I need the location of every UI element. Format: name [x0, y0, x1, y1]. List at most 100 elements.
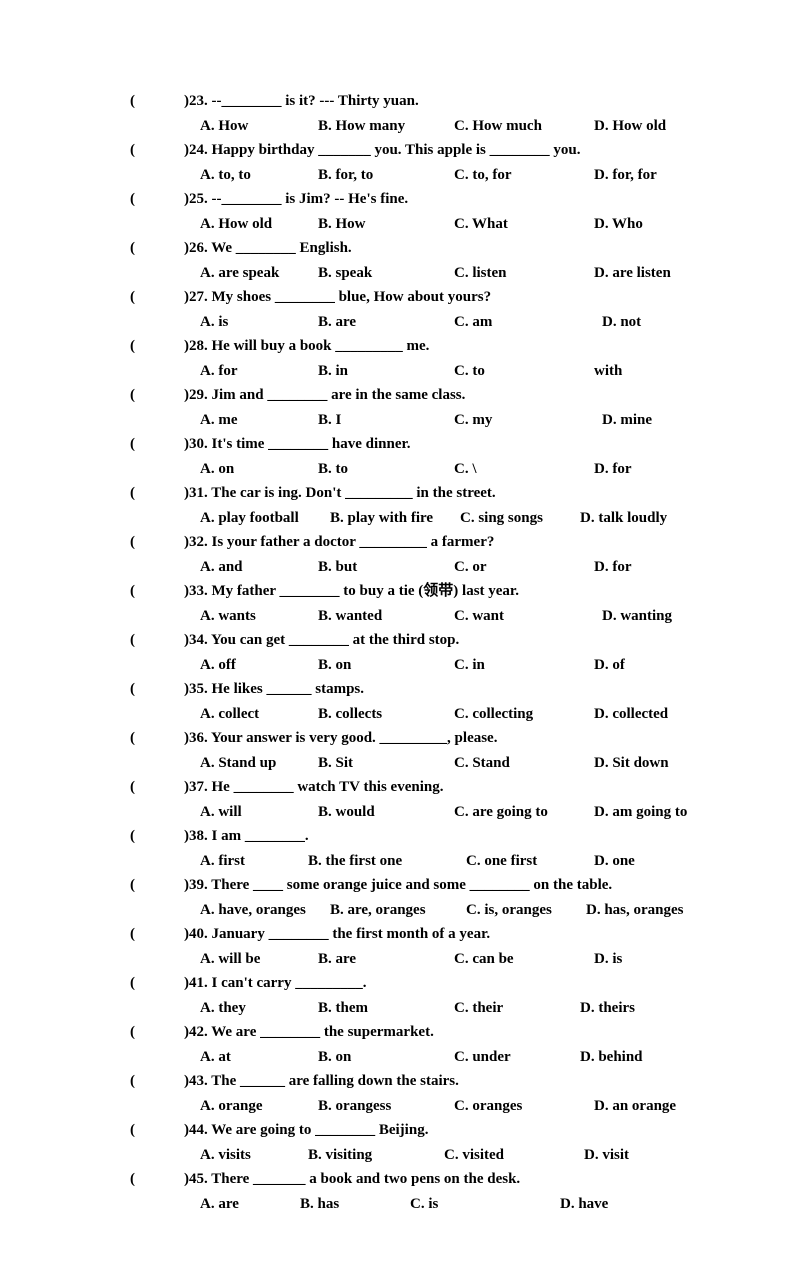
- question-row: ()41. I can't carry _________.: [130, 972, 690, 995]
- option: A. me: [200, 409, 318, 432]
- option: A. wants: [200, 605, 318, 628]
- options-row: A. atB. onC. underD. behind: [130, 1046, 690, 1069]
- question-text: )44. We are going to ________ Beijing.: [184, 1119, 690, 1142]
- question-row: ()45. There _______ a book and two pens …: [130, 1168, 690, 1191]
- option: C. oranges: [454, 1095, 594, 1118]
- option: C. \: [454, 458, 594, 481]
- options-row: A. will beB. areC. can beD. is: [130, 948, 690, 971]
- options-row: A. areB. hasC. isD. have: [130, 1193, 690, 1216]
- options-row: A. collectB. collectsC. collectingD. col…: [130, 703, 690, 726]
- option: D. for: [594, 458, 704, 481]
- option: D. visit: [584, 1144, 694, 1167]
- question-text: )26. We ________ English.: [184, 237, 690, 260]
- option: B. are: [318, 311, 454, 334]
- question-text: )39. There ____ some orange juice and so…: [184, 874, 690, 897]
- option: D. is: [594, 948, 704, 971]
- option: B. on: [318, 1046, 454, 1069]
- option: D. theirs: [580, 997, 690, 1020]
- option: B. play with fire: [330, 507, 460, 530]
- option: C. What: [454, 213, 594, 236]
- answer-paren: (: [130, 188, 184, 211]
- option: A. off: [200, 654, 318, 677]
- question-text: )42. We are ________ the supermarket.: [184, 1021, 690, 1044]
- question-text: )23. --________ is it? --- Thirty yuan.: [184, 90, 690, 113]
- option: A. orange: [200, 1095, 318, 1118]
- option: C. to, for: [454, 164, 594, 187]
- question-text: )45. There _______ a book and two pens o…: [184, 1168, 690, 1191]
- answer-paren: (: [130, 1119, 184, 1142]
- options-row: A. orangeB. orangessC. orangesD. an oran…: [130, 1095, 690, 1118]
- question-row: ()23. --________ is it? --- Thirty yuan.: [130, 90, 690, 113]
- option: A. have, oranges: [200, 899, 330, 922]
- option: D. not: [602, 311, 712, 334]
- question-row: ()25. --________ is Jim? -- He's fine.: [130, 188, 690, 211]
- question-text: )32. Is your father a doctor _________ a…: [184, 531, 690, 554]
- option: C. my: [454, 409, 602, 432]
- question-text: )35. He likes ______ stamps.: [184, 678, 690, 701]
- answer-paren: (: [130, 1070, 184, 1093]
- question-text: )25. --________ is Jim? -- He's fine.: [184, 188, 690, 211]
- option: C. one first: [466, 850, 594, 873]
- answer-paren: (: [130, 237, 184, 260]
- answer-paren: (: [130, 531, 184, 554]
- answer-paren: (: [130, 580, 184, 603]
- options-row: A. How oldB. HowC. WhatD. Who: [130, 213, 690, 236]
- answer-paren: (: [130, 825, 184, 848]
- question-row: ()30. It's time ________ have dinner.: [130, 433, 690, 456]
- option: C. is, oranges: [466, 899, 586, 922]
- option: A. How old: [200, 213, 318, 236]
- option: D. of: [594, 654, 704, 677]
- option: D. Who: [594, 213, 704, 236]
- question-text: )40. January ________ the first month of…: [184, 923, 690, 946]
- question-row: ()32. Is your father a doctor _________ …: [130, 531, 690, 554]
- question-text: )28. He will buy a book _________ me.: [184, 335, 690, 358]
- option: A. visits: [200, 1144, 308, 1167]
- option: B. the first one: [308, 850, 466, 873]
- answer-paren: (: [130, 1168, 184, 1191]
- options-row: A. are speakB. speakC. listenD. are list…: [130, 262, 690, 285]
- option: D. am going to: [594, 801, 714, 824]
- options-row: A. forB. inC. towith: [130, 360, 690, 383]
- answer-paren: (: [130, 923, 184, 946]
- question-row: ()33. My father ________ to buy a tie (领…: [130, 580, 690, 603]
- option: D. wanting: [602, 605, 712, 628]
- question-row: ()42. We are ________ the supermarket.: [130, 1021, 690, 1044]
- answer-paren: (: [130, 874, 184, 897]
- option: A. are speak: [200, 262, 318, 285]
- option: C. in: [454, 654, 594, 677]
- option: A. play football: [200, 507, 330, 530]
- options-row: A. HowB. How manyC. How muchD. How old: [130, 115, 690, 138]
- option: C. How much: [454, 115, 594, 138]
- question-row: ()28. He will buy a book _________ me.: [130, 335, 690, 358]
- option: D. for: [594, 556, 704, 579]
- option: C. want: [454, 605, 602, 628]
- answer-paren: (: [130, 678, 184, 701]
- option: A. Stand up: [200, 752, 318, 775]
- options-row: A. visitsB. visitingC. visitedD. visit: [130, 1144, 690, 1167]
- option: A. How: [200, 115, 318, 138]
- options-row: A. play footballB. play with fireC. sing…: [130, 507, 690, 530]
- option: C. collecting: [454, 703, 594, 726]
- answer-paren: (: [130, 384, 184, 407]
- option: B. has: [300, 1193, 410, 1216]
- question-text: )37. He ________ watch TV this evening.: [184, 776, 690, 799]
- question-text: )27. My shoes ________ blue, How about y…: [184, 286, 690, 309]
- option: A. are: [200, 1193, 300, 1216]
- question-text: )29. Jim and ________ are in the same cl…: [184, 384, 690, 407]
- option: A. first: [200, 850, 308, 873]
- options-row: A. firstB. the first oneC. one firstD. o…: [130, 850, 690, 873]
- option: D. has, oranges: [586, 899, 706, 922]
- question-row: ()34. You can get ________ at the third …: [130, 629, 690, 652]
- options-row: A. offB. onC. inD. of: [130, 654, 690, 677]
- option: D. an orange: [594, 1095, 704, 1118]
- option: A. at: [200, 1046, 318, 1069]
- options-row: A. onB. toC. \D. for: [130, 458, 690, 481]
- question-text: )30. It's time ________ have dinner.: [184, 433, 690, 456]
- question-text: )43. The ______ are falling down the sta…: [184, 1070, 690, 1093]
- option: A. will: [200, 801, 318, 824]
- option: D. collected: [594, 703, 704, 726]
- options-row: A. meB. IC. myD. mine: [130, 409, 690, 432]
- options-row: A. have, orangesB. are, orangesC. is, or…: [130, 899, 690, 922]
- option: C. are going to: [454, 801, 594, 824]
- option: C. sing songs: [460, 507, 580, 530]
